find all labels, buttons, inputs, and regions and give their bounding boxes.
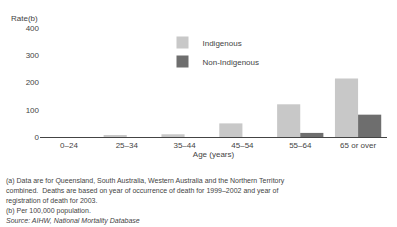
svg-text:35–44: 35–44 (173, 141, 196, 150)
svg-text:300: 300 (26, 51, 40, 60)
svg-text:45–54: 45–54 (231, 141, 254, 150)
svg-text:(b) Per 100,000 population.: (b) Per 100,000 population. (6, 207, 91, 215)
svg-text:Source: AIHW, National Mortali: Source: AIHW, National Mortality Databas… (6, 217, 140, 225)
svg-text:65 or over: 65 or over (340, 141, 376, 150)
svg-text:55–64: 55–64 (289, 141, 312, 150)
svg-text:200: 200 (26, 78, 40, 87)
svg-text:400: 400 (26, 24, 40, 33)
svg-text:Rate(b): Rate(b) (11, 14, 38, 23)
svg-text:0: 0 (35, 133, 40, 142)
svg-text:Non-Ind­igenous: Non-Ind­igenous (203, 58, 259, 67)
svg-text:combined. Deaths are based on: combined. Deaths are based on year of oc… (6, 187, 278, 195)
svg-text:Age (years): Age (years) (193, 150, 235, 159)
svg-text:(a) Data are for Queensland, S: (a) Data are for Queensland, South Austr… (6, 177, 285, 185)
svg-text:0–24: 0–24 (60, 141, 78, 150)
svg-text:100: 100 (26, 106, 40, 115)
svg-text:25–34: 25–34 (116, 141, 139, 150)
svg-text:Indigenous: Indigenous (203, 39, 242, 48)
svg-text:registration of death for 2003: registration of death for 2003. (6, 197, 98, 205)
